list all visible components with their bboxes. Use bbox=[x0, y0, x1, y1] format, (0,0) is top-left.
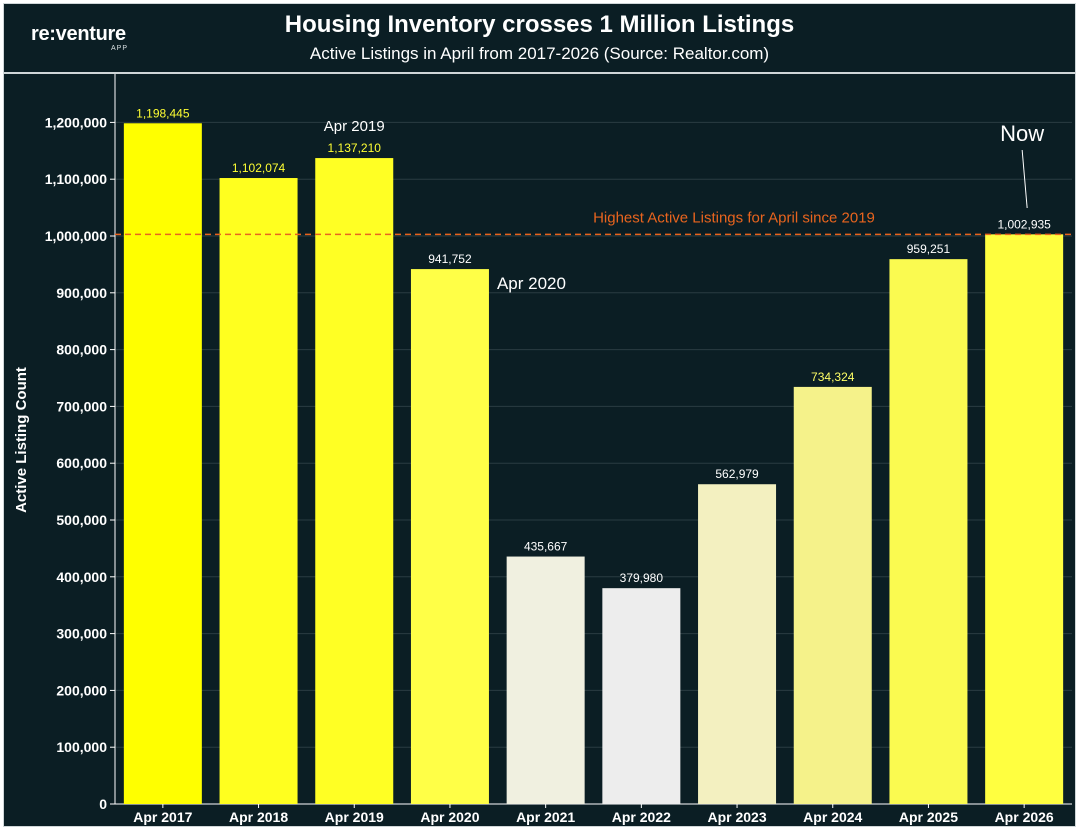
chart-subtitle: Active Listings in April from 2017-2026 … bbox=[309, 44, 770, 63]
bar bbox=[123, 123, 202, 804]
y-tick-label: 200,000 bbox=[56, 682, 107, 698]
y-tick-label: 100,000 bbox=[56, 739, 107, 755]
brand-logo: re:venture APP bbox=[31, 23, 127, 52]
brand-name: re:venture bbox=[31, 23, 126, 45]
x-tick-label: Apr 2018 bbox=[229, 809, 288, 825]
y-tick-label: 600,000 bbox=[56, 455, 107, 471]
y-tick-label: 0 bbox=[99, 796, 107, 812]
annotation-apr-2020: Apr 2020 bbox=[497, 274, 566, 293]
bar bbox=[506, 556, 585, 804]
annotation-now-leader bbox=[1021, 149, 1028, 209]
bar-value-label: 1,002,935 bbox=[997, 217, 1051, 231]
bar-value-label: 562,979 bbox=[715, 467, 759, 481]
bar-value-label: 379,980 bbox=[620, 571, 664, 585]
bar-value-label: 1,137,210 bbox=[328, 141, 382, 155]
bar bbox=[219, 178, 298, 804]
brand-sub: APP bbox=[111, 45, 129, 52]
x-tick-label: Apr 2019 bbox=[325, 809, 384, 825]
reference-line-label: Highest Active Listings for April since … bbox=[593, 209, 875, 226]
bar bbox=[698, 484, 777, 804]
y-tick-label: 1,000,000 bbox=[45, 228, 107, 244]
bar bbox=[602, 588, 681, 804]
y-tick-label: 300,000 bbox=[56, 626, 107, 642]
x-tick-label: Apr 2020 bbox=[420, 809, 479, 825]
bar-value-label: 1,102,074 bbox=[232, 161, 286, 175]
bar bbox=[985, 234, 1064, 805]
annotation-apr-2019: Apr 2019 bbox=[324, 118, 385, 135]
x-tick-label: Apr 2017 bbox=[133, 809, 192, 825]
y-tick-label: 1,200,000 bbox=[45, 114, 107, 130]
bar bbox=[889, 259, 968, 804]
y-tick-label: 700,000 bbox=[56, 398, 107, 414]
x-tick-label: Apr 2023 bbox=[707, 809, 766, 825]
y-tick-label: 900,000 bbox=[56, 285, 107, 301]
annotation-now: Now bbox=[1000, 121, 1044, 146]
x-tick-label: Apr 2025 bbox=[899, 809, 958, 825]
y-axis-label: Active Listing Count bbox=[13, 367, 30, 513]
x-tick-label: Apr 2021 bbox=[516, 809, 575, 825]
bar-value-label: 1,198,445 bbox=[136, 106, 190, 120]
bar-value-label: 959,251 bbox=[907, 242, 951, 256]
y-tick-label: 800,000 bbox=[56, 342, 107, 358]
chart-header: re:venture APP Housing Inventory crosses… bbox=[4, 4, 1075, 74]
bar-value-label: 435,667 bbox=[524, 540, 568, 554]
bar-value-label: 734,324 bbox=[811, 370, 855, 384]
bar-value-label: 941,752 bbox=[428, 252, 472, 266]
y-tick-label: 500,000 bbox=[56, 512, 107, 528]
x-tick-label: Apr 2022 bbox=[612, 809, 671, 825]
y-tick-label: 400,000 bbox=[56, 569, 107, 585]
x-tick-label: Apr 2024 bbox=[803, 809, 862, 825]
chart-title: Housing Inventory crosses 1 Million List… bbox=[284, 11, 795, 38]
y-tick-label: 1,100,000 bbox=[45, 171, 107, 187]
bar bbox=[410, 269, 489, 805]
bar bbox=[793, 386, 872, 804]
x-tick-label: Apr 2026 bbox=[995, 809, 1054, 825]
bar bbox=[315, 158, 394, 805]
